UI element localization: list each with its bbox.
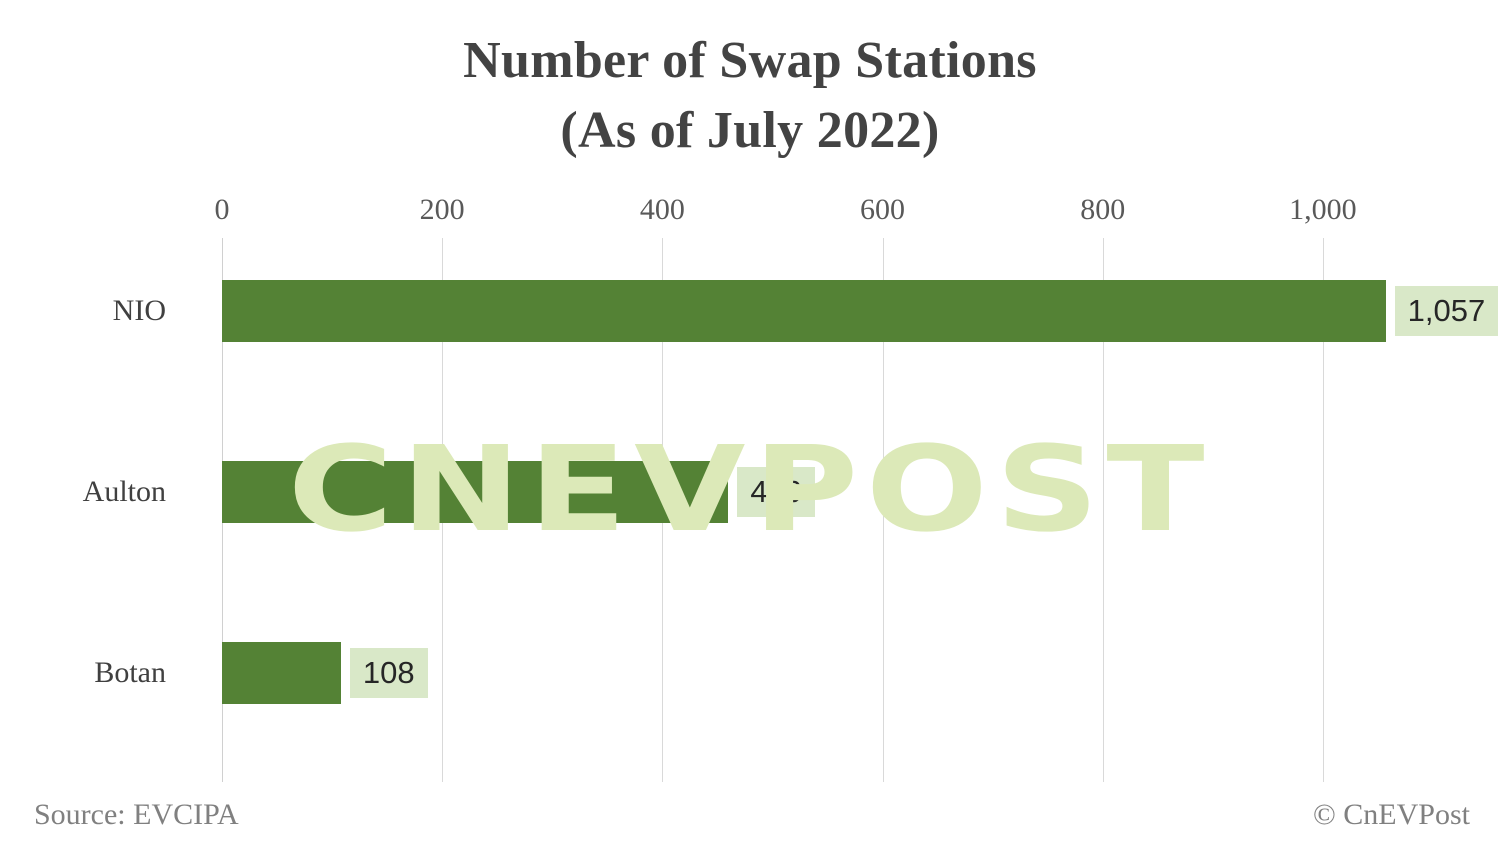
data-label-aulton: 460 [737, 467, 816, 517]
chart-title-line-1: Number of Swap Stations [463, 32, 1037, 89]
source-note: Source: EVCIPA [34, 798, 239, 831]
gridline [1322, 238, 1324, 782]
bar-aulton [222, 461, 729, 523]
plot-area: 0 200 400 600 800 1,000 NIO 1,057 Aulton 460 Botan… [83, 193, 1499, 782]
category-label-nio: NIO [112, 293, 166, 327]
bar-botan [222, 642, 341, 705]
bar-nio [222, 279, 1386, 342]
x-axis-tick-label: 400 [639, 193, 685, 226]
copyright-credit: © CnEVPost [1313, 798, 1470, 831]
category-label-botan: Botan [94, 656, 166, 690]
x-axis-tick-label: 1,000 [1289, 193, 1357, 226]
gridline [1102, 238, 1104, 782]
x-axis-tick-label: 800 [1080, 193, 1126, 226]
category-label-aulton: Aulton [82, 475, 166, 508]
chart-title: Number of Swap Stations (As of July 2022… [0, 26, 1500, 166]
data-label-nio: 1,057 [1394, 285, 1499, 336]
x-axis-tick-label: 0 [214, 193, 230, 226]
x-axis-tick-label: 200 [419, 193, 465, 226]
x-axis-tick-label: 600 [860, 193, 906, 226]
data-label-botan: 108 [349, 648, 428, 699]
chart-title-line-2: (As of July 2022) [560, 102, 940, 160]
gridline [882, 238, 884, 782]
